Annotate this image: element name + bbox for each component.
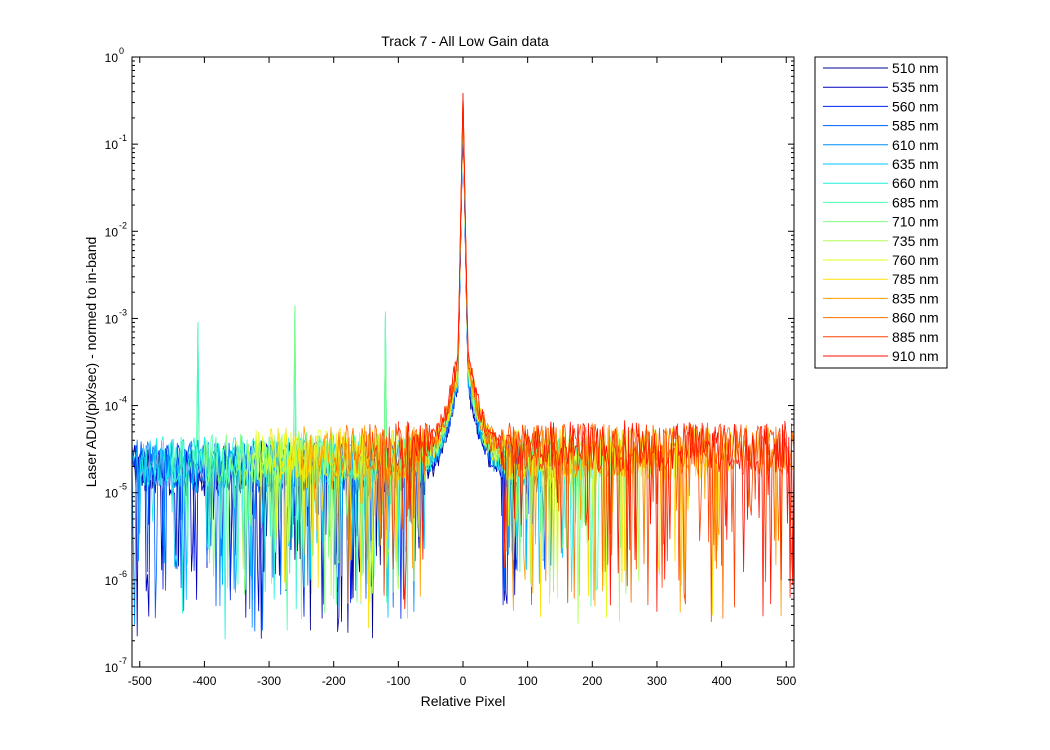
y-tick-exponent: -6 (119, 569, 127, 579)
series-line-885-nm (365, 94, 795, 622)
series-line-910-nm (398, 92, 795, 617)
legend-item: 785 nm (823, 271, 939, 287)
legend-item: 885 nm (823, 329, 939, 345)
legend-label: 610 nm (892, 137, 939, 153)
legend-item: 860 nm (823, 310, 939, 326)
y-axis-label: Laser ADU/(pix/sec) - normed to in-band (83, 237, 99, 488)
y-tick-base: 10 (105, 574, 119, 588)
x-tick-label: -200 (322, 674, 346, 688)
legend-item: 910 nm (823, 348, 939, 364)
x-tick-label: -400 (192, 674, 216, 688)
x-tick-label: -100 (386, 674, 410, 688)
chart-title: Track 7 - All Low Gain data (381, 33, 549, 49)
legend-item: 735 nm (823, 233, 939, 249)
x-tick-label: 300 (647, 674, 667, 688)
x-tick-label: 0 (460, 674, 467, 688)
x-tick-label: 200 (582, 674, 602, 688)
legend-item: 635 nm (823, 156, 939, 172)
legend: 510 nm 535 nm 560 nm 585 nm 610 nm 635 nm 660 … (814, 56, 948, 369)
x-tick-label: -500 (128, 674, 152, 688)
legend-item: 535 nm (823, 79, 939, 95)
y-tick-exponent: -7 (119, 656, 127, 666)
legend-item: 685 nm (823, 194, 939, 210)
legend-label: 860 nm (892, 310, 939, 326)
legend-label: 685 nm (892, 194, 939, 210)
plot-area (132, 57, 794, 667)
legend-label: 510 nm (892, 60, 939, 76)
legend-item: 660 nm (823, 175, 939, 191)
legend-label: 535 nm (892, 79, 939, 95)
y-tick-label: 10 -2 (105, 220, 127, 239)
legend-item: 710 nm (823, 214, 939, 230)
x-axis-ticks: -500 -400 -300 -200 -100 0 100 200 300 400 500 (128, 57, 797, 688)
x-axis-label: Relative Pixel (421, 693, 506, 709)
legend-label: 660 nm (892, 175, 939, 191)
legend-item: 610 nm (823, 137, 939, 153)
legend-label: 760 nm (892, 252, 939, 268)
plot-lines (131, 92, 795, 640)
y-tick-label: 10 -4 (105, 395, 127, 414)
y-tick-base: 10 (105, 138, 119, 152)
legend-label: 635 nm (892, 156, 939, 172)
y-tick-label: 10 -7 (105, 656, 127, 675)
legend-label: 710 nm (892, 214, 939, 230)
legend-box (814, 56, 948, 369)
x-tick-label: 100 (518, 674, 538, 688)
y-tick-base: 10 (105, 225, 119, 239)
legend-label: 785 nm (892, 271, 939, 287)
y-tick-exponent: 0 (119, 46, 124, 56)
y-tick-label: 10 -3 (105, 307, 127, 326)
legend-item: 585 nm (823, 118, 939, 134)
x-tick-label: -300 (257, 674, 281, 688)
y-tick-exponent: -5 (119, 482, 127, 492)
y-tick-label: 10 -6 (105, 569, 127, 588)
y-tick-base: 10 (105, 661, 119, 675)
legend-label: 560 nm (892, 98, 939, 114)
y-tick-label: 10 -5 (105, 482, 127, 501)
y-tick-exponent: -4 (119, 395, 127, 405)
y-tick-label: 10 -1 (105, 133, 127, 152)
y-tick-base: 10 (105, 51, 119, 65)
y-tick-exponent: -1 (119, 133, 127, 143)
legend-label: 585 nm (892, 118, 939, 134)
y-tick-label: 10 0 (105, 46, 124, 65)
y-tick-base: 10 (105, 487, 119, 501)
legend-label: 885 nm (892, 329, 939, 345)
x-tick-label: 400 (712, 674, 732, 688)
y-tick-base: 10 (105, 400, 119, 414)
y-tick-base: 10 (105, 312, 119, 326)
legend-label: 835 nm (892, 290, 939, 306)
legend-label: 735 nm (892, 233, 939, 249)
legend-item: 510 nm (823, 60, 939, 76)
legend-item: 560 nm (823, 98, 939, 114)
x-tick-label: 500 (776, 674, 796, 688)
y-tick-exponent: -2 (119, 220, 127, 230)
legend-item: 760 nm (823, 252, 939, 268)
legend-label: 910 nm (892, 348, 939, 364)
legend-item: 835 nm (823, 290, 939, 306)
y-tick-exponent: -3 (119, 307, 127, 317)
